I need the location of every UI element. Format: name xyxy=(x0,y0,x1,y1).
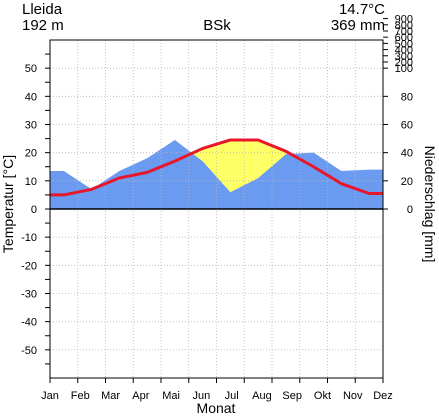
temperature-line xyxy=(50,138,383,197)
x-tick-label: Nov xyxy=(343,390,363,402)
x-tick-label: Feb xyxy=(71,390,90,402)
arid-area xyxy=(192,148,203,162)
y-right-tick-label: 60 xyxy=(401,120,413,132)
y-left-tick-label: 40 xyxy=(25,91,37,103)
y-left-tick-label: -30 xyxy=(21,289,37,301)
plot-area: -50-40-30-20-100102030405002040608010020… xyxy=(21,14,413,402)
x-tick-label: Jan xyxy=(41,390,59,402)
y-left-tick-label: 50 xyxy=(25,63,37,75)
x-tick-label: Sep xyxy=(282,390,302,402)
y-right-tick-label: 300 xyxy=(395,51,413,63)
y-left-tick-label: -20 xyxy=(21,260,37,272)
y-left-tick-label: -50 xyxy=(21,345,37,357)
y-axis-label-precipitation: Niederschlag [mm] xyxy=(422,146,438,263)
y-left-tick-label: 10 xyxy=(25,176,37,188)
y-right-tick-label: 200 xyxy=(395,57,413,69)
y-right-tick-label: 100 xyxy=(395,63,413,75)
y-right-tick-label: 40 xyxy=(401,148,413,160)
x-axis-label: Monat xyxy=(197,400,236,416)
x-tick-label: Jun xyxy=(192,390,210,402)
y-left-tick-label: -10 xyxy=(21,232,37,244)
x-tick-label: Dez xyxy=(373,390,393,402)
annual-mean-temperature: 14.7°C xyxy=(339,1,385,18)
y-right-tick-label: 80 xyxy=(401,91,413,103)
y-left-tick-label: -40 xyxy=(21,317,37,329)
y-right-tick-label: 600 xyxy=(395,32,413,44)
annual-precipitation: 369 mm xyxy=(331,17,385,34)
y-left-tick-label: 20 xyxy=(25,148,37,160)
y-right-tick-label: 20 xyxy=(401,176,413,188)
station-elevation: 192 m xyxy=(22,17,64,34)
y-right-tick-label: 800 xyxy=(395,20,413,32)
x-tick-label: Okt xyxy=(314,390,331,402)
y-right-tick-label: 500 xyxy=(395,38,413,50)
x-tick-label: Mar xyxy=(101,390,120,402)
y-right-tick-label: 0 xyxy=(407,204,413,216)
y-left-tick-label: 0 xyxy=(31,204,37,216)
x-tick-label: Mai xyxy=(162,390,180,402)
x-tick-label: Apr xyxy=(132,390,149,402)
y-right-tick-label: 700 xyxy=(395,26,413,38)
x-tick-label: Aug xyxy=(252,390,272,402)
x-tick-label: Jul xyxy=(225,390,239,402)
y-left-tick-label: 30 xyxy=(25,120,37,132)
y-axis-label-temperature: Temperatur [°C] xyxy=(0,155,16,253)
climate-classification: BSk xyxy=(203,17,231,34)
y-right-tick-label: 900 xyxy=(395,14,413,26)
station-name: Lleida xyxy=(22,1,63,18)
y-right-tick-label: 400 xyxy=(395,45,413,57)
